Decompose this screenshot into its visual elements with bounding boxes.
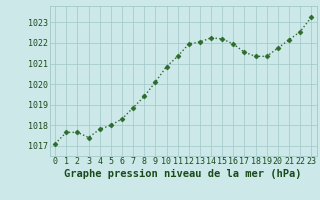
X-axis label: Graphe pression niveau de la mer (hPa): Graphe pression niveau de la mer (hPa): [64, 169, 302, 179]
